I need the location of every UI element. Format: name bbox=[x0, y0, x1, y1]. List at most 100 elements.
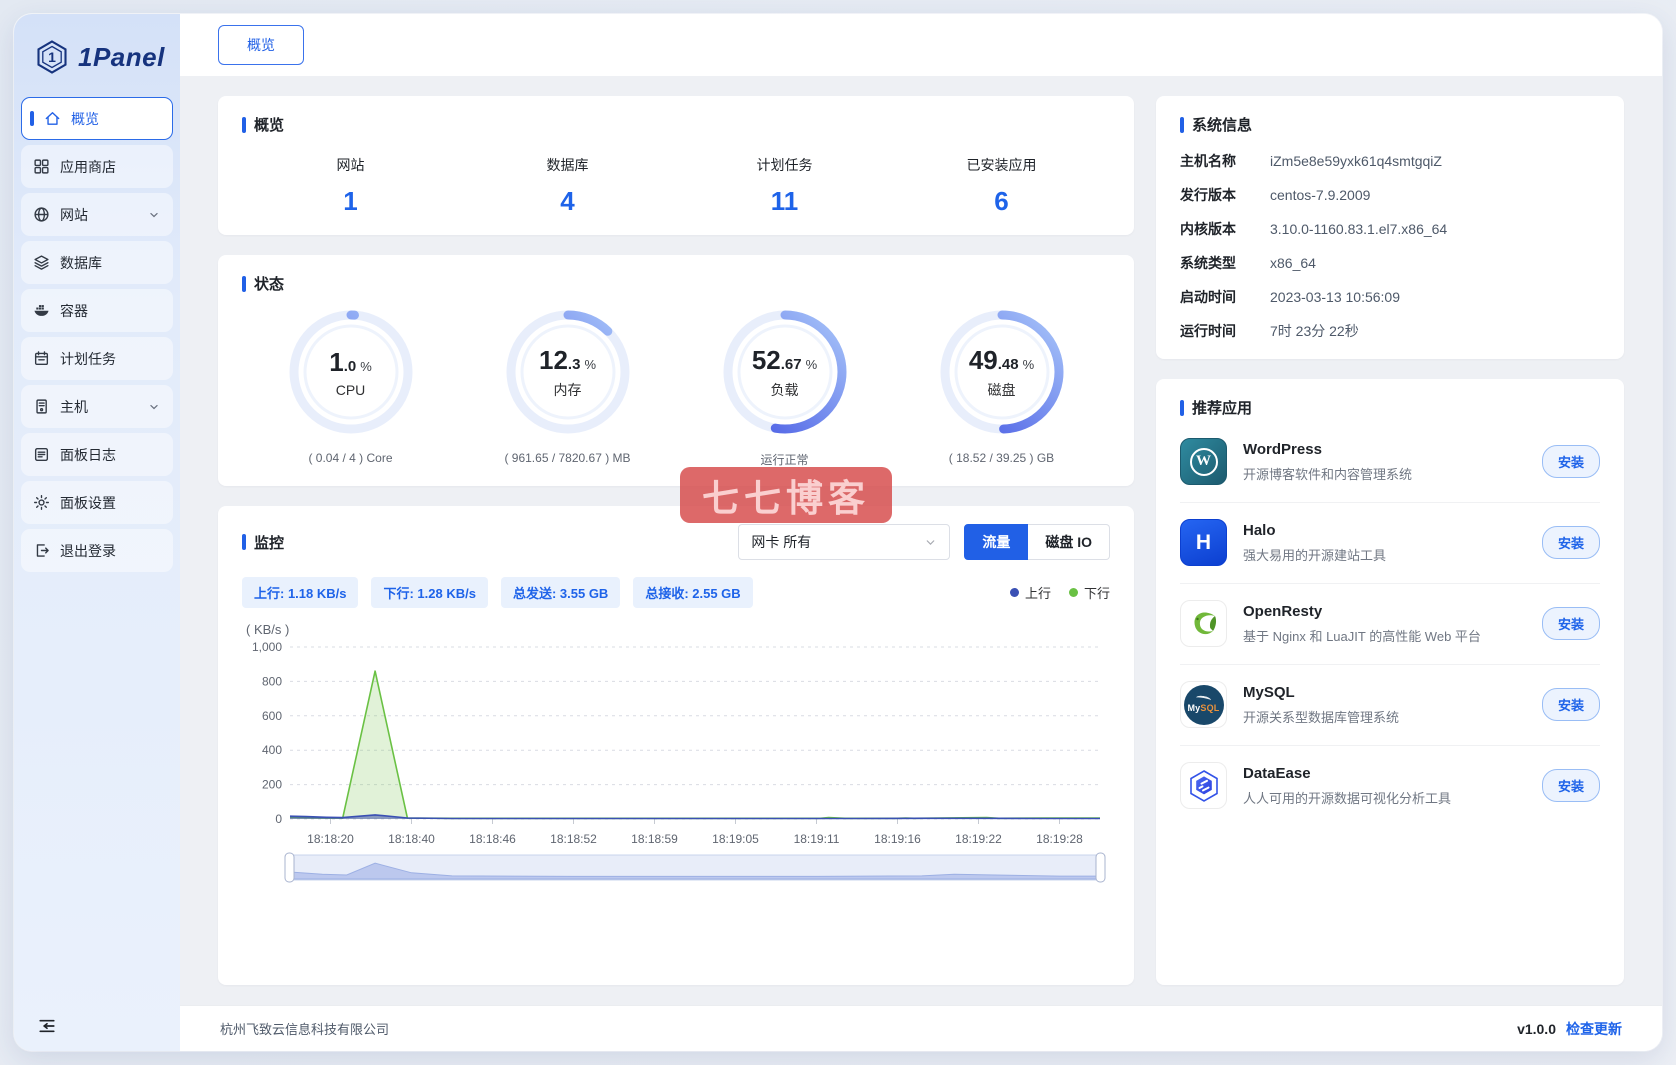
check-update-link[interactable]: 检查更新 bbox=[1566, 1020, 1622, 1037]
stat-cronjobs[interactable]: 计划任务 11 bbox=[756, 157, 813, 216]
sidebar-item-logout[interactable]: 退出登录 bbox=[21, 529, 173, 572]
halo-icon: H bbox=[1180, 519, 1227, 566]
install-wordpress-button[interactable]: 安装 bbox=[1541, 445, 1600, 478]
title-accent-bar bbox=[1180, 116, 1184, 133]
svg-text:0: 0 bbox=[275, 812, 282, 826]
total-received-tag: 总接收: 2.55 GB bbox=[633, 577, 753, 608]
status-gauges: 1.0% CPU ( 0.04 / 4 ) Core bbox=[242, 306, 1110, 468]
load-detail: 运行正常 bbox=[760, 453, 809, 467]
sidebar-item-database[interactable]: 数据库 bbox=[21, 241, 173, 284]
status-card-title: 状态 bbox=[242, 273, 1110, 294]
app-row-mysql: MySQL MySQL 开源关系型数据库管理系统 安装 bbox=[1180, 665, 1600, 746]
disk-io-button[interactable]: 磁盘 IO bbox=[1028, 524, 1110, 560]
upstream-rate-tag: 上行: 1.18 KB/s bbox=[242, 577, 359, 608]
svg-text:1: 1 bbox=[48, 49, 56, 65]
collapse-sidebar-icon[interactable] bbox=[38, 1017, 56, 1040]
stat-installed-apps[interactable]: 已安装应用 6 bbox=[966, 157, 1037, 216]
svg-text:18:18:52: 18:18:52 bbox=[550, 832, 597, 846]
svg-text:18:19:16: 18:19:16 bbox=[874, 832, 921, 846]
sidebar-item-website[interactable]: 网站 bbox=[21, 193, 173, 236]
monitor-card-title: 监控 bbox=[242, 532, 284, 553]
svg-text:18:18:20: 18:18:20 bbox=[307, 832, 354, 846]
memory-detail: ( 961.65 / 7820.67 ) MB bbox=[504, 451, 631, 465]
title-accent-bar bbox=[242, 116, 246, 133]
openresty-icon bbox=[1180, 600, 1227, 647]
svg-text:600: 600 bbox=[262, 709, 282, 723]
stat-databases[interactable]: 数据库 4 bbox=[546, 157, 589, 216]
globe-icon bbox=[33, 206, 50, 223]
svg-text:18:18:40: 18:18:40 bbox=[388, 832, 435, 846]
svg-text:18:18:46: 18:18:46 bbox=[469, 832, 516, 846]
info-row-release: 发行版本 centos-7.9.2009 bbox=[1180, 187, 1371, 203]
monitor-card: 监控 网卡 所有 流量 磁盘 IO bbox=[218, 506, 1134, 985]
brand-hexagon-icon: 1 bbox=[34, 39, 70, 75]
company-name: 杭州飞致云信息科技有限公司 bbox=[220, 1022, 390, 1037]
sidebar-item-overview[interactable]: 概览 bbox=[21, 97, 173, 140]
sidebar-item-panel-log[interactable]: 面板日志 bbox=[21, 433, 173, 476]
disk-gauge: 49.48% 磁盘 ( 18.52 / 39.25 ) GB bbox=[897, 306, 1107, 468]
install-dataease-button[interactable]: 安装 bbox=[1541, 769, 1600, 802]
server-icon bbox=[33, 398, 50, 415]
sidebar-item-panel-settings[interactable]: 面板设置 bbox=[21, 481, 173, 524]
active-indicator bbox=[30, 111, 34, 126]
svg-text:400: 400 bbox=[262, 743, 282, 757]
info-row-hostname: 主机名称 iZm5e8e59yxk61q4smtgqiZ bbox=[1180, 153, 1442, 169]
app-row-dataease: DataEase 人人可用的开源数据可视化分析工具 安装 bbox=[1180, 746, 1600, 826]
monitor-mode-switch: 流量 磁盘 IO bbox=[964, 524, 1110, 560]
brand-name: 1Panel bbox=[78, 41, 165, 72]
sidebar-item-cronjob[interactable]: 计划任务 bbox=[21, 337, 173, 380]
nic-select[interactable]: 网卡 所有 bbox=[738, 524, 951, 560]
svg-text:18:19:11: 18:19:11 bbox=[794, 832, 840, 846]
cpu-detail: ( 0.04 / 4 ) Core bbox=[308, 451, 393, 465]
info-row-uptime: 运行时间 7时 23分 22秒 bbox=[1180, 323, 1359, 339]
traffic-button[interactable]: 流量 bbox=[964, 524, 1029, 560]
info-row-kernel: 内核版本 3.10.0-1160.83.1.el7.x86_64 bbox=[1180, 221, 1448, 237]
footer: 杭州飞致云信息科技有限公司 v1.0.0 检查更新 bbox=[180, 1005, 1662, 1051]
overview-card: 概览 网站 1 数据库 4 计划任务 11 bbox=[218, 96, 1134, 235]
sidebar-item-container[interactable]: 容器 bbox=[21, 289, 173, 332]
cpu-gauge: 1.0% CPU ( 0.04 / 4 ) Core bbox=[246, 306, 456, 468]
logout-icon bbox=[33, 542, 50, 559]
chevron-down-icon bbox=[147, 400, 161, 414]
legend-upstream[interactable]: 上行 bbox=[1009, 583, 1051, 602]
info-row-arch: 系统类型 x86_64 bbox=[1180, 255, 1316, 271]
install-openresty-button[interactable]: 安装 bbox=[1541, 607, 1600, 640]
disk-detail: ( 18.52 / 39.25 ) GB bbox=[948, 451, 1055, 465]
chevron-down-icon bbox=[924, 536, 937, 549]
install-mysql-button[interactable]: 安装 bbox=[1541, 688, 1600, 721]
system-info-card: 系统信息 主机名称 iZm5e8e59yxk61q4smtgqiZ 发行版本 c… bbox=[1156, 96, 1624, 359]
info-row-boot-time: 启动时间 2023-03-13 10:56:09 bbox=[1180, 289, 1400, 305]
legend-downstream[interactable]: 下行 bbox=[1068, 583, 1110, 602]
chart-y-axis-unit: ( KB/s ) bbox=[246, 622, 290, 637]
install-halo-button[interactable]: 安装 bbox=[1541, 526, 1600, 559]
recommended-apps-title: 推荐应用 bbox=[1180, 397, 1600, 418]
svg-text:18:18:59: 18:18:59 bbox=[631, 832, 678, 846]
chart-zoom-slider[interactable] bbox=[242, 852, 1110, 884]
load-gauge: 52.67% 负载 运行正常 bbox=[680, 306, 890, 468]
recommended-apps-card: 推荐应用 W WordPress 开源博客软件和内容管理系统 安装 bbox=[1156, 379, 1624, 985]
title-accent-bar bbox=[1180, 399, 1184, 416]
sidebar-item-host[interactable]: 主机 bbox=[21, 385, 173, 428]
app-row-halo: H Halo 强大易用的开源建站工具 安装 bbox=[1180, 503, 1600, 584]
traffic-tags: 上行: 1.18 KB/s 下行: 1.28 KB/s 总发送: 3.55 GB… bbox=[242, 577, 1110, 608]
chart-legend: 上行 下行 bbox=[1009, 583, 1110, 602]
total-sent-tag: 总发送: 3.55 GB bbox=[500, 577, 621, 608]
wordpress-icon: W bbox=[1180, 438, 1227, 485]
dataease-icon bbox=[1180, 762, 1227, 809]
overview-stats: 网站 1 数据库 4 计划任务 11 已安装应用 bbox=[242, 155, 1110, 217]
svg-text:200: 200 bbox=[262, 778, 282, 792]
stat-websites[interactable]: 网站 1 bbox=[336, 157, 365, 216]
app-window: 1 1Panel 概览 应用商店 网站 数据库 bbox=[14, 14, 1662, 1051]
content-area: 概览 网站 1 数据库 4 计划任务 11 bbox=[180, 76, 1662, 1005]
overview-card-title: 概览 bbox=[242, 114, 1110, 135]
left-column: 概览 网站 1 数据库 4 计划任务 11 bbox=[218, 96, 1134, 985]
gear-icon bbox=[33, 494, 50, 511]
brand-logo: 1 1Panel bbox=[14, 14, 180, 93]
sidebar-menu: 概览 应用商店 网站 数据库 容器 计划任务 bbox=[14, 93, 180, 1005]
calendar-icon bbox=[33, 350, 50, 367]
sidebar-item-appstore[interactable]: 应用商店 bbox=[21, 145, 173, 188]
svg-text:18:19:05: 18:19:05 bbox=[712, 832, 759, 846]
chevron-down-icon bbox=[147, 208, 161, 222]
traffic-chart: 0 200 400 600 800 1,000 18:18:20 18:18:40 18:18:… bbox=[252, 640, 1101, 846]
tab-overview[interactable]: 概览 bbox=[218, 25, 304, 65]
